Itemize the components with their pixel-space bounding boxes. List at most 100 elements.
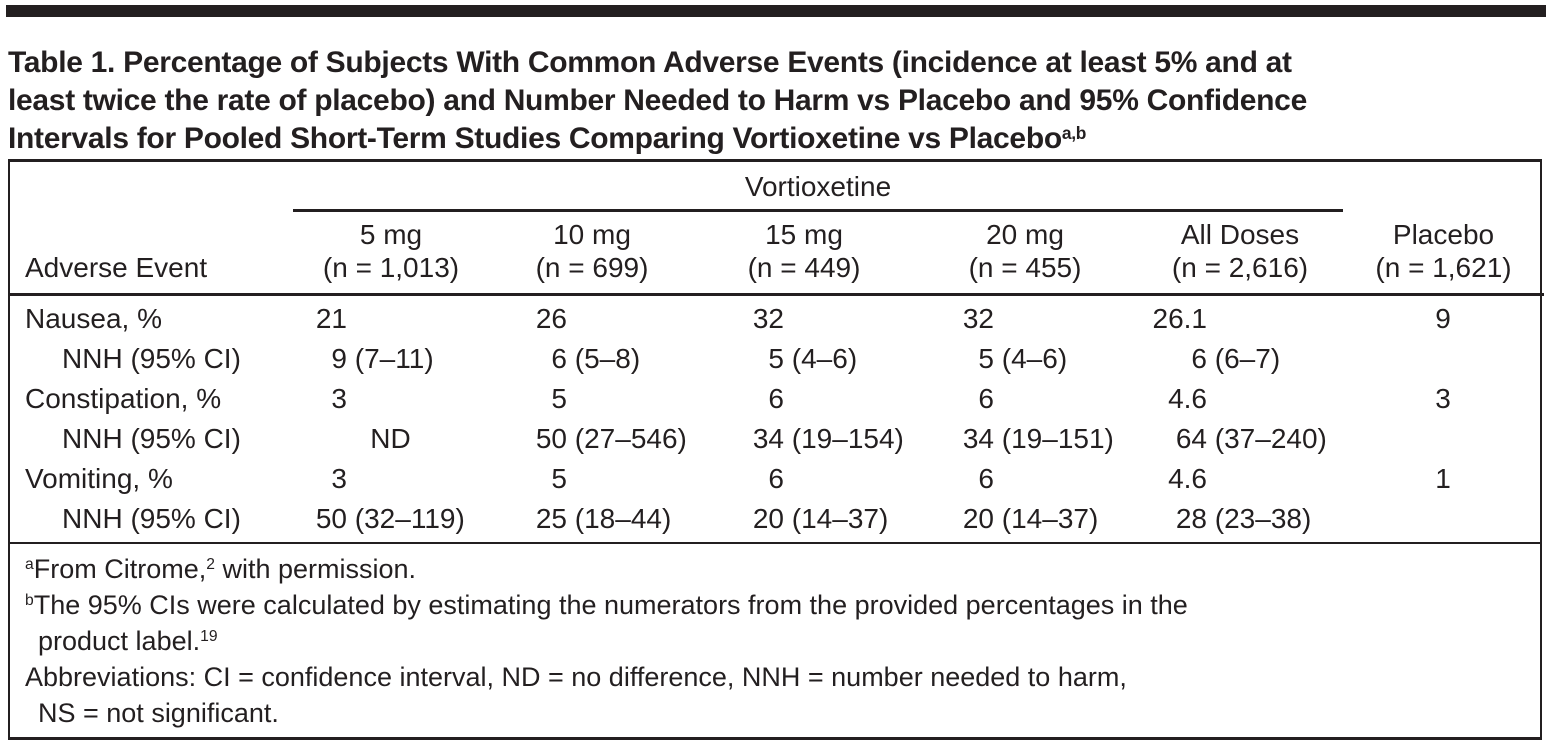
table-cell: 6 [913, 459, 1137, 499]
table-title-line: least twice the rate of placebo) and Num… [8, 84, 1307, 118]
cell-value: 5 [978, 343, 994, 374]
table-cell: 6 [695, 379, 913, 419]
table-row-vomiting-nnh: NNH (95% CI) 50 (32–119) 25 (18–44) 20 (… [10, 499, 1544, 542]
footnote-a: aFrom Citrome,2 with permission. [25, 551, 1526, 587]
cell-ci: (18–44) [567, 503, 672, 534]
table-cell: 6 (6–7) [1137, 339, 1343, 379]
table-title-line-text: Intervals for Pooled Short-Term Studies … [8, 122, 1062, 156]
cell-value: 6 [551, 343, 567, 374]
cell-ci: (27–546) [567, 423, 687, 454]
cell-value: 26 [535, 303, 567, 334]
column-header-all-doses: All Doses (n = 2,616) [1137, 210, 1343, 296]
table-cell: 34 (19–151) [913, 419, 1137, 459]
row-label: NNH (95% CI) [62, 503, 241, 534]
row-label: Vomiting, % [25, 463, 173, 494]
placebo-cell [1343, 419, 1544, 459]
row-label: Nausea, % [25, 303, 162, 334]
table-cell: 26 [489, 295, 695, 340]
n-label: (n = 2,616) [1171, 252, 1309, 283]
table-cell: 6 [913, 379, 1137, 419]
cell-value: 3 [331, 463, 347, 494]
cell-ci: (37–240) [1207, 423, 1327, 454]
table-cell: 32 [695, 295, 913, 340]
table-cell: 3 [293, 459, 489, 499]
table-cell: 50 (27–546) [489, 419, 695, 459]
placebo-cell: 3 [1435, 383, 1451, 414]
table-cell: 6 [695, 459, 913, 499]
dose-label: 10 mg [553, 219, 631, 250]
cell-value: 50 [315, 503, 347, 534]
row-label: NNH (95% CI) [62, 423, 241, 454]
cell-value: 4.6 [1168, 463, 1207, 494]
superscript-ref: 2 [206, 556, 215, 574]
n-label: (n = 1,013) [322, 252, 460, 283]
table-cell: 9 (7–11) [293, 339, 489, 379]
table-cell: 20 (14–37) [913, 499, 1137, 542]
cell-ci: (23–38) [1207, 503, 1312, 534]
table-title-line: Table 1. Percentage of Subjects With Com… [8, 46, 1292, 80]
n-label: (n = 455) [968, 252, 1082, 283]
table-cell: 3 [293, 379, 489, 419]
superscript-marker: a,b [1061, 122, 1087, 143]
cell-value: 6 [768, 463, 784, 494]
column-header-placebo: Placebo (n = 1,621) [1343, 210, 1544, 296]
cell-value: 3 [331, 383, 347, 414]
footnote-b-line: product label.19 [25, 623, 1526, 659]
table-cell: 28 (23–38) [1137, 499, 1343, 542]
cell-value: 34 [752, 423, 784, 454]
table-cell: 5 [489, 459, 695, 499]
row-label: NNH (95% CI) [62, 343, 241, 374]
cell-value: 6 [768, 383, 784, 414]
dose-label: 20 mg [986, 219, 1064, 250]
table-cell: 5 [489, 379, 695, 419]
cell-ci: (4–6) [994, 343, 1068, 374]
abbreviations-line: NS = not significant. [38, 698, 279, 728]
table-row-nausea-nnh: NNH (95% CI) 9 (7–11) 6 (5–8) 5 (4–6) 5 … [10, 339, 1544, 379]
table-row-nausea: Nausea, % 21 26 32 32 26.1 9 [10, 295, 1544, 340]
cell-ci: (4–6) [784, 343, 858, 374]
cell-value: 25 [535, 503, 567, 534]
placebo-cell [1343, 499, 1544, 542]
table-cell: 32 [913, 295, 1137, 340]
cell-ci: (19–151) [994, 423, 1114, 454]
cell-ci: (7–11) [347, 343, 434, 374]
dose-label: 15 mg [765, 219, 843, 250]
cell-value: 4.6 [1168, 383, 1207, 414]
adverse-events-table: Vortioxetine Adverse Event 5 mg (n = 1,01… [8, 159, 1544, 740]
footnote-b-line: bThe 95% CIs were calculated by estimati… [25, 587, 1526, 623]
row-label: Constipation, % [25, 383, 222, 414]
footnote-b-text: The 95% CIs were calculated by estimatin… [33, 590, 1188, 620]
column-header-20mg: 20 mg (n = 455) [913, 210, 1137, 296]
dose-label: 5 mg [359, 219, 423, 250]
cell-value: 6 [1191, 343, 1207, 374]
table-cell: 4.6 [1137, 459, 1343, 499]
spacer-cell [10, 162, 293, 211]
cell-value: 50 [535, 423, 567, 454]
column-group-header-vortioxetine: Vortioxetine [293, 162, 1343, 212]
footnote-b: bThe 95% CIs were calculated by estimati… [25, 587, 1526, 659]
table-cell: 64 (37–240) [1137, 419, 1343, 459]
table-cell: 50 (32–119) [293, 499, 489, 542]
table-row-constipation-nnh: NNH (95% CI) ND 50 (27–546) 34 (19–154) … [10, 419, 1544, 459]
cell-value: 32 [752, 303, 784, 334]
table-cell: 5 (4–6) [913, 339, 1137, 379]
superscript-ref: 19 [200, 628, 218, 646]
footnote-b-text: product label. [38, 626, 201, 656]
cell-value: 6 [978, 383, 994, 414]
dose-label: All Doses [1180, 219, 1300, 250]
cell-value: 5 [768, 343, 784, 374]
table-row-spanner: Vortioxetine [10, 162, 1544, 212]
table-row-headers: Adverse Event 5 mg (n = 1,013) 10 mg (n = … [10, 210, 1544, 296]
column-header-10mg: 10 mg (n = 699) [489, 210, 695, 296]
spacer-cell [1343, 162, 1544, 211]
table-cell: 25 (18–44) [489, 499, 695, 542]
top-rule [6, 5, 1546, 17]
superscript-marker: a [25, 556, 34, 574]
table-cell: 34 (19–154) [695, 419, 913, 459]
table-row-constipation: Constipation, % 3 5 6 6 4.6 3 [10, 379, 1544, 419]
abbreviations-line: Abbreviations: CI = confidence interval,… [25, 662, 1127, 692]
table-title: Table 1. Percentage of Subjects With Com… [8, 44, 1546, 158]
cell-value: 5 [551, 383, 567, 414]
superscript-marker: b [25, 592, 34, 610]
